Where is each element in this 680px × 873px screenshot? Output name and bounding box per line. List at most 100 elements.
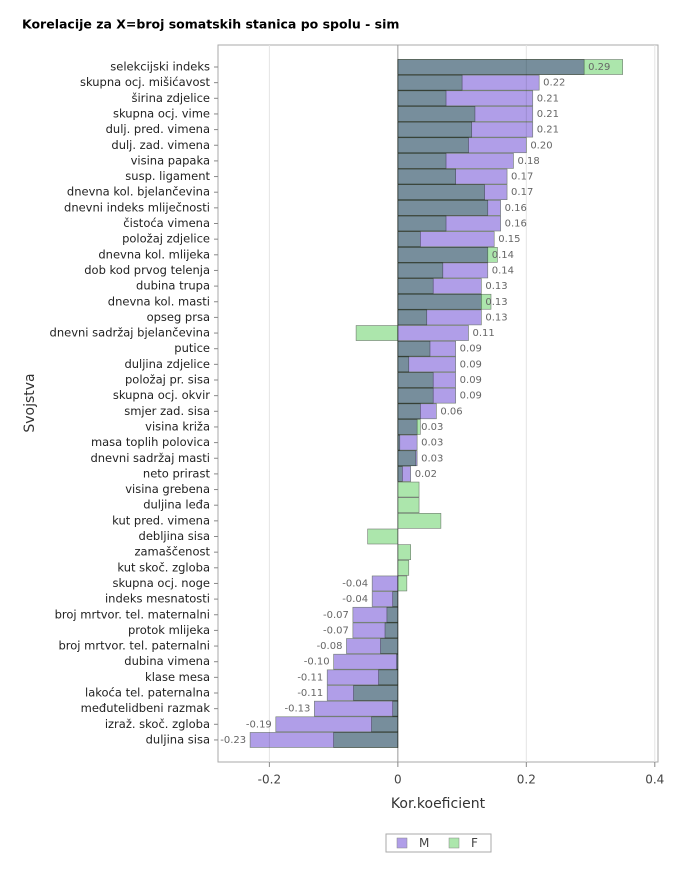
value-label: 0.17 [511,187,533,198]
y-tick-label: dubina trupa [136,279,210,293]
bar [397,544,412,560]
y-tick-label: skupna ocj. mišićavost [80,75,211,89]
bar [397,215,447,232]
y-tick-label: kut skoč. zgloba [117,560,210,574]
value-label: 0.17 [511,172,533,183]
bar [397,59,623,75]
y-tick-label: zamaščenost [134,545,210,559]
value-label: 0.18 [517,156,539,167]
bar [397,387,434,404]
y-tick-label: dulj. zad. vimena [111,138,210,152]
value-label: -0.07 [323,610,349,621]
y-tick-label: dob kod prvog telenja [84,263,210,277]
value-label: -0.19 [246,719,272,730]
bar [397,356,410,373]
bar [397,434,418,451]
y-tick-label: položaj zdjelice [122,232,210,246]
bar [314,700,399,717]
bar [333,653,399,670]
value-label: 0.13 [485,297,507,308]
bar [333,732,399,748]
y-tick-label: selekcijski indeks [110,60,210,74]
y-tick-label: duljina leđa [143,498,210,512]
bar [397,262,444,279]
legend-box [385,833,492,853]
y-tick-label: visina grebena [125,482,210,496]
bar [397,559,410,576]
legend-swatch [448,837,460,849]
value-label: 0.15 [498,234,520,245]
bar [397,513,442,529]
bar [384,622,399,639]
value-label: 0.09 [460,359,482,370]
bar [392,700,399,717]
bar [397,121,473,138]
value-label: 0.22 [543,78,565,89]
bar [397,434,401,451]
y-tick-label: dnevna kol. masti [108,294,210,308]
y-tick-label: dulj. pred. vimena [106,122,210,136]
value-label: 0.13 [485,281,507,292]
value-label: 0.21 [537,109,559,120]
y-tick-label: skupna ocj. vime [113,106,210,120]
bar [396,653,399,670]
value-label: 0.11 [473,328,495,339]
bar [355,325,399,341]
value-label: -0.04 [342,578,368,589]
legend-label: F [471,836,478,850]
bar [371,716,399,733]
y-tick-label: neto prirast [143,466,211,480]
value-label: 0.16 [505,219,527,230]
y-tick-label: duljina zdjelice [124,357,210,371]
bar [397,247,498,263]
bar [397,106,476,122]
value-label: -0.07 [323,625,349,636]
bar [397,450,417,467]
bar [353,685,399,701]
value-label: 0.16 [505,203,527,214]
value-label: 0.06 [440,406,462,417]
value-label: -0.04 [342,594,368,605]
value-label: 0.03 [421,453,443,464]
bar [371,575,399,592]
bar [397,419,421,435]
value-label: -0.10 [304,657,330,668]
bar [397,278,434,294]
y-tick-label: čistoća vimena [123,216,210,230]
bar [397,497,420,514]
y-tick-label: masa toplih polovica [91,435,210,449]
value-label: -0.13 [284,704,310,715]
y-tick-label: susp. ligament [125,169,210,183]
x-tick-label: -0.2 [258,773,281,787]
legend-swatch [396,837,408,849]
bar [397,466,403,482]
y-tick-label: duljina sisa [146,732,210,746]
y-tick-label: visina križa [145,419,210,433]
value-label: -0.11 [297,672,323,683]
value-label: -0.23 [220,735,246,746]
y-tick-label: visina papaka [131,153,210,167]
y-tick-label: skupna ocj. okvir [113,388,210,402]
bar [397,309,428,326]
bar [378,669,399,686]
value-label: -0.08 [317,641,343,652]
bar [380,638,399,654]
y-tick-label: lakoća tel. paternalna [85,686,210,700]
bar [392,591,399,607]
bar [397,137,469,154]
bar [397,231,421,247]
chart-title: Korelacije za X=broj somatskih stanica p… [22,17,399,32]
y-tick-label: protok mlijeka [128,623,210,637]
y-tick-label: dnevni indeks mliječnosti [64,200,210,214]
plot-frame [217,44,659,763]
bar [386,606,399,623]
bar [397,481,420,498]
bar [397,575,408,592]
y-tick-label: dnevna kol. mlijeka [98,247,210,261]
value-label: 0.02 [415,469,437,480]
x-tick-label: 0 [394,773,402,787]
bar [397,168,456,185]
y-tick-label: smjer zad. sisa [124,404,210,418]
value-label: 0.29 [588,62,610,73]
